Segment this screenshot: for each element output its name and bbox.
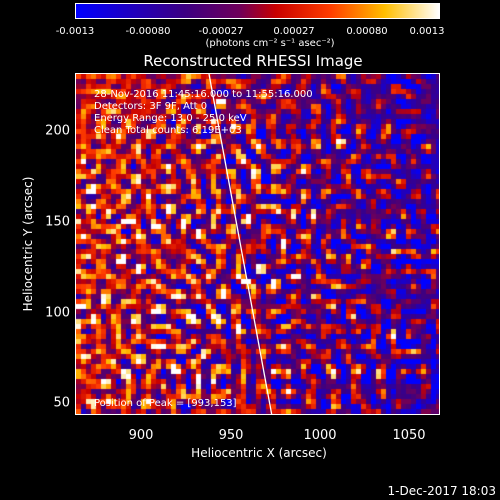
x-axis-label: Heliocentric X (arcsec) (191, 446, 327, 460)
colorbar-tick: -0.00027 (198, 26, 244, 37)
x-tick: 1050 (392, 428, 426, 443)
solar-limb-line (208, 74, 273, 414)
info-energy: Energy Range: 13.0 - 25.0 keV (94, 113, 247, 124)
info-method: Clean Total counts: 6.19E+03 (94, 125, 242, 136)
y-tick: 100 (45, 305, 70, 321)
x-tick: 950 (218, 428, 244, 443)
colorbar-tick: 0.00080 (346, 26, 388, 37)
footer-timestamp: 1-Dec-2017 18:03 (387, 484, 496, 498)
info-detectors: Detectors: 3F 9F, Att 0 (94, 101, 208, 112)
y-tick: 50 (53, 395, 70, 411)
plot-area (75, 73, 440, 415)
x-tick: 1000 (303, 428, 337, 443)
info-peak: Position of Peak = [993,153] (94, 398, 237, 409)
limb-overlay (208, 74, 273, 414)
heatmap-image (76, 74, 439, 414)
y-tick: 200 (45, 123, 70, 139)
y-axis-label: Heliocentric Y (arcsec) (21, 176, 35, 312)
info-time: 28-Nov-2016 11:45:16.000 to 11:55:16.000 (94, 89, 313, 100)
colorbar-tick: 0.0013 (409, 26, 445, 37)
colorbar (75, 3, 440, 19)
colorbar-tick: -0.00080 (125, 26, 171, 37)
colorbar-units: (photons cm⁻² s⁻¹ asec⁻²) (205, 38, 335, 49)
colorbar-tick: -0.0013 (55, 26, 95, 37)
colorbar-tick: 0.00027 (273, 26, 315, 37)
y-tick: 150 (45, 214, 70, 230)
x-tick: 900 (128, 428, 154, 443)
plot-title: Reconstructed RHESSI Image (143, 52, 363, 70)
